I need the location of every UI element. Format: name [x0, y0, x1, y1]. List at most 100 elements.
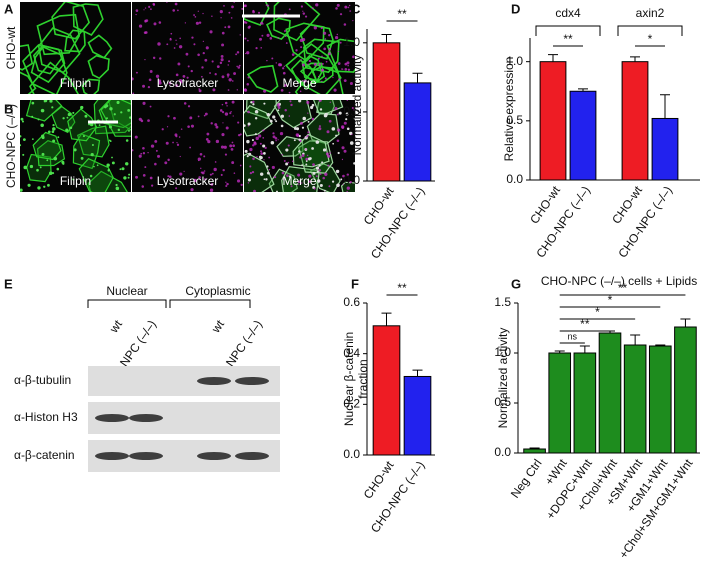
channel-label: Merge — [282, 76, 316, 90]
puncta — [52, 127, 56, 131]
blot-band — [235, 377, 269, 385]
puncta — [280, 114, 285, 118]
group-label: cdx4 — [555, 6, 581, 20]
puncta — [346, 190, 349, 192]
puncta — [236, 179, 241, 183]
cell-outline — [81, 78, 101, 94]
puncta — [343, 79, 347, 83]
puncta — [291, 53, 295, 56]
puncta — [265, 178, 268, 181]
puncta — [347, 6, 350, 9]
bar — [598, 332, 622, 454]
puncta — [269, 37, 273, 40]
puncta — [285, 42, 288, 44]
puncta — [174, 2, 178, 6]
puncta — [178, 45, 183, 49]
bar — [651, 117, 679, 181]
puncta — [226, 73, 230, 77]
puncta — [221, 110, 225, 114]
puncta — [302, 10, 304, 12]
puncta — [220, 173, 223, 176]
cell-outline — [273, 100, 312, 129]
puncta — [149, 70, 153, 73]
error-bar — [548, 54, 558, 62]
puncta — [236, 65, 238, 68]
puncta — [311, 103, 315, 107]
puncta — [128, 129, 130, 132]
y-axis-label: Relative expression — [502, 57, 516, 162]
puncta — [238, 64, 241, 67]
puncta — [308, 59, 312, 63]
puncta — [284, 84, 287, 87]
blot-band — [129, 414, 163, 422]
puncta — [264, 146, 267, 150]
puncta — [328, 34, 331, 37]
puncta — [198, 88, 200, 90]
puncta — [134, 135, 138, 139]
y-tick-label: 1.5 — [494, 295, 511, 309]
y-axis-label: Normalized activity — [496, 328, 510, 429]
puncta — [157, 42, 161, 46]
puncta — [226, 182, 229, 186]
puncta — [125, 162, 129, 166]
puncta — [254, 133, 257, 136]
puncta — [301, 63, 305, 67]
puncta — [187, 65, 190, 68]
puncta — [166, 43, 169, 46]
puncta — [336, 33, 339, 36]
cell-outline — [265, 17, 291, 41]
puncta — [327, 52, 331, 56]
puncta — [305, 148, 307, 150]
puncta — [247, 110, 250, 114]
puncta — [225, 126, 229, 130]
puncta — [301, 182, 303, 184]
puncta — [342, 183, 344, 186]
puncta — [197, 159, 200, 162]
puncta — [283, 29, 287, 33]
puncta — [231, 5, 234, 9]
puncta — [107, 169, 110, 172]
puncta — [268, 168, 271, 171]
puncta — [231, 141, 234, 144]
puncta — [328, 119, 332, 123]
y-axis-label: Nuclear β-catenin — [342, 332, 356, 426]
lane-label: wt — [208, 317, 227, 336]
puncta — [176, 143, 180, 146]
puncta — [226, 105, 228, 107]
puncta — [319, 183, 323, 188]
puncta — [270, 140, 275, 145]
significance-label: ns — [568, 331, 578, 341]
puncta — [158, 21, 162, 24]
puncta — [149, 176, 153, 180]
cell-outline — [87, 34, 113, 59]
cell-outline — [303, 38, 340, 74]
puncta — [227, 76, 229, 78]
y-tick-label: 0.4 — [343, 346, 360, 360]
group-bracket — [535, 25, 601, 36]
puncta — [301, 164, 304, 167]
puncta — [351, 133, 353, 136]
puncta — [280, 88, 284, 92]
puncta — [89, 122, 94, 127]
puncta — [346, 173, 349, 176]
puncta — [158, 81, 162, 85]
puncta — [152, 56, 156, 60]
cell-outline — [299, 62, 326, 85]
puncta — [266, 171, 270, 175]
puncta — [244, 124, 246, 127]
puncta — [40, 108, 45, 113]
puncta — [119, 168, 122, 171]
puncta — [307, 157, 312, 161]
significance-label: ** — [397, 281, 407, 295]
puncta — [262, 137, 265, 139]
puncta — [105, 117, 108, 120]
puncta — [65, 128, 69, 132]
puncta — [348, 4, 351, 7]
puncta — [183, 102, 187, 105]
y-tick-label: 0.0 — [343, 173, 360, 187]
puncta — [306, 100, 310, 104]
puncta — [319, 108, 323, 111]
puncta — [61, 160, 65, 164]
puncta — [154, 162, 157, 166]
error-bar — [412, 72, 423, 83]
